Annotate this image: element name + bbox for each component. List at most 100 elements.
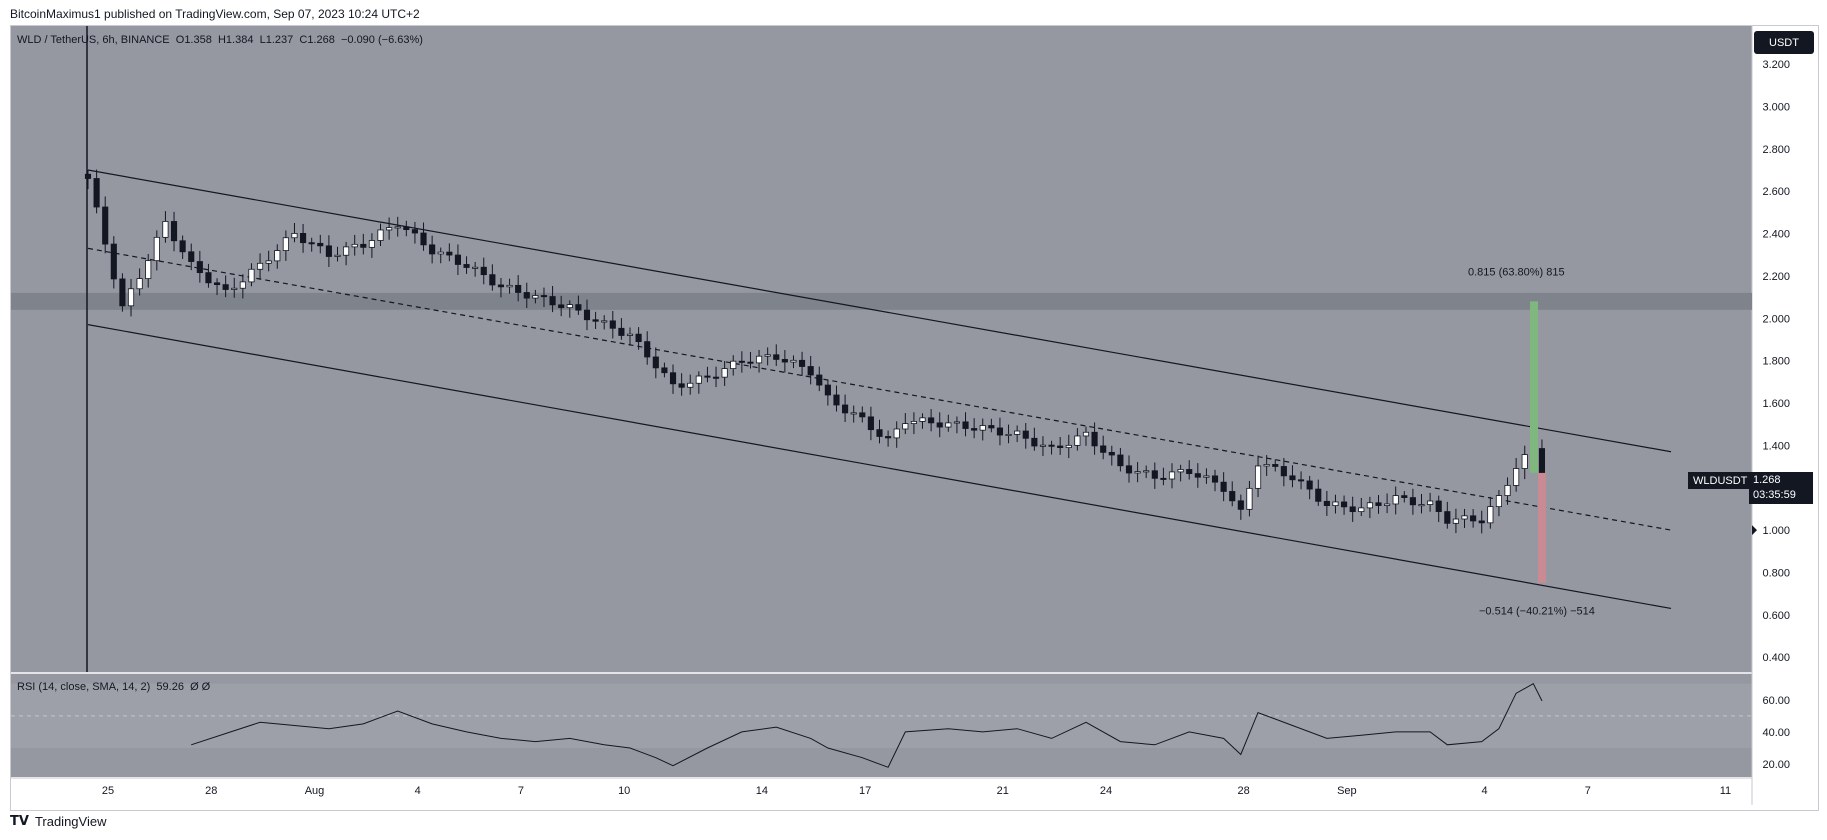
candle-down bbox=[429, 244, 436, 255]
candle-down bbox=[885, 436, 892, 439]
candle-up bbox=[626, 333, 634, 336]
candle-down bbox=[1229, 491, 1236, 502]
time-tick-label: 25 bbox=[102, 785, 114, 797]
symbol-legend: WLD / TetherUS, 6h, BINANCE O1.358 H1.38… bbox=[17, 34, 423, 46]
candle-down bbox=[678, 383, 685, 388]
candle-up bbox=[1504, 485, 1511, 496]
candle-up bbox=[902, 423, 909, 430]
candle-down bbox=[747, 361, 754, 364]
candle-down bbox=[411, 229, 418, 234]
low-value: 1.237 bbox=[265, 34, 294, 46]
candle-down bbox=[1435, 500, 1442, 512]
candle-down bbox=[635, 333, 642, 343]
candle-down bbox=[876, 429, 883, 437]
rsi-tick-label: 40.00 bbox=[1762, 727, 1790, 739]
candle-down bbox=[549, 296, 556, 306]
candle-down bbox=[179, 240, 186, 253]
candle-down bbox=[833, 394, 840, 406]
candle-up bbox=[1177, 469, 1184, 473]
candle-down bbox=[1375, 502, 1382, 506]
candle-up bbox=[687, 382, 694, 388]
time-tick-label: Sep bbox=[1337, 785, 1357, 797]
candle-down bbox=[781, 359, 788, 363]
candle-up bbox=[274, 250, 281, 262]
candle-down bbox=[1280, 466, 1287, 477]
candle-down bbox=[102, 206, 109, 245]
candle-down bbox=[824, 384, 831, 396]
price-tick-label: 1.800 bbox=[1762, 356, 1790, 368]
candle-down bbox=[816, 374, 823, 386]
candle-down bbox=[480, 266, 487, 276]
candle-up bbox=[248, 268, 255, 283]
candle-down bbox=[618, 327, 625, 336]
candle-down bbox=[420, 232, 427, 246]
candle-down bbox=[1100, 445, 1107, 453]
candle-up bbox=[1332, 501, 1339, 506]
candle-down bbox=[196, 261, 203, 274]
candle-down bbox=[1306, 480, 1313, 490]
candle-up bbox=[910, 421, 917, 425]
price-axis bbox=[1752, 26, 1818, 777]
time-tick-label: 24 bbox=[1100, 785, 1112, 797]
candle-down bbox=[222, 284, 229, 290]
candle-up bbox=[1168, 471, 1176, 480]
candle-up bbox=[1203, 475, 1210, 478]
last-price: 1.268 bbox=[1753, 474, 1781, 486]
candle-up bbox=[153, 236, 160, 262]
candle-down bbox=[1151, 470, 1158, 479]
candle-up bbox=[755, 355, 763, 364]
price-scale-arrow-icon bbox=[1752, 525, 1757, 536]
channel-upper-line bbox=[87, 169, 1672, 453]
currency-badge[interactable]: USDT bbox=[1754, 31, 1814, 54]
time-tick-label: 28 bbox=[1238, 785, 1250, 797]
price-tick-label: 0.600 bbox=[1762, 610, 1790, 622]
candle-down bbox=[523, 292, 530, 299]
candle-up bbox=[1082, 431, 1090, 437]
candle-up bbox=[1246, 487, 1253, 510]
footer-brand[interactable]: TradingView bbox=[34, 814, 107, 829]
candle-down bbox=[540, 295, 548, 298]
candle-down bbox=[867, 416, 874, 431]
candle-up bbox=[730, 360, 737, 370]
price-tick-label: 2.200 bbox=[1762, 271, 1790, 283]
candle-down bbox=[325, 245, 332, 257]
candle-down bbox=[928, 417, 935, 424]
candle-up bbox=[1384, 503, 1391, 506]
symbol-name[interactable]: WLD / TetherUS, 6h, BINANCE bbox=[17, 34, 170, 46]
candle-up bbox=[1134, 471, 1141, 474]
candle-down bbox=[773, 354, 780, 360]
candle-up bbox=[790, 359, 797, 363]
price-tick-label: 2.600 bbox=[1762, 186, 1790, 198]
rsi-label[interactable]: RSI (14, close, SMA, 14, 2) bbox=[17, 681, 151, 693]
candle-up bbox=[472, 266, 479, 269]
candle-down bbox=[1186, 469, 1193, 475]
time-tick-label: 10 bbox=[618, 785, 630, 797]
candle-down bbox=[652, 356, 659, 369]
candle-up bbox=[386, 227, 393, 231]
candle-down bbox=[712, 376, 720, 379]
candle-up bbox=[1263, 464, 1270, 467]
candle-down bbox=[1409, 497, 1416, 506]
candle-up bbox=[394, 226, 401, 229]
candle-down bbox=[936, 422, 943, 428]
candle-down bbox=[308, 242, 315, 245]
footer: 𝗧𝗩 TradingView bbox=[10, 814, 106, 829]
last-price-tag: 1.268 03:35:59 bbox=[1749, 472, 1813, 504]
downside-target-bar bbox=[1538, 472, 1546, 584]
high-label: H bbox=[217, 34, 226, 46]
rsi-band bbox=[11, 683, 1752, 749]
candle-up bbox=[145, 260, 152, 279]
candle-down bbox=[213, 282, 221, 286]
candle-down bbox=[463, 264, 470, 268]
candle-down bbox=[971, 428, 978, 431]
channel-lower-line bbox=[87, 324, 1672, 610]
time-tick-label: 28 bbox=[205, 785, 217, 797]
candle-down bbox=[609, 320, 616, 329]
candle-down bbox=[317, 242, 324, 247]
price-tick-label: 2.800 bbox=[1762, 144, 1790, 156]
candle-up bbox=[1366, 502, 1373, 509]
candle-up bbox=[601, 320, 608, 323]
tradingview-logo-icon[interactable]: 𝗧𝗩 bbox=[10, 814, 29, 829]
candle-down bbox=[996, 427, 1004, 436]
